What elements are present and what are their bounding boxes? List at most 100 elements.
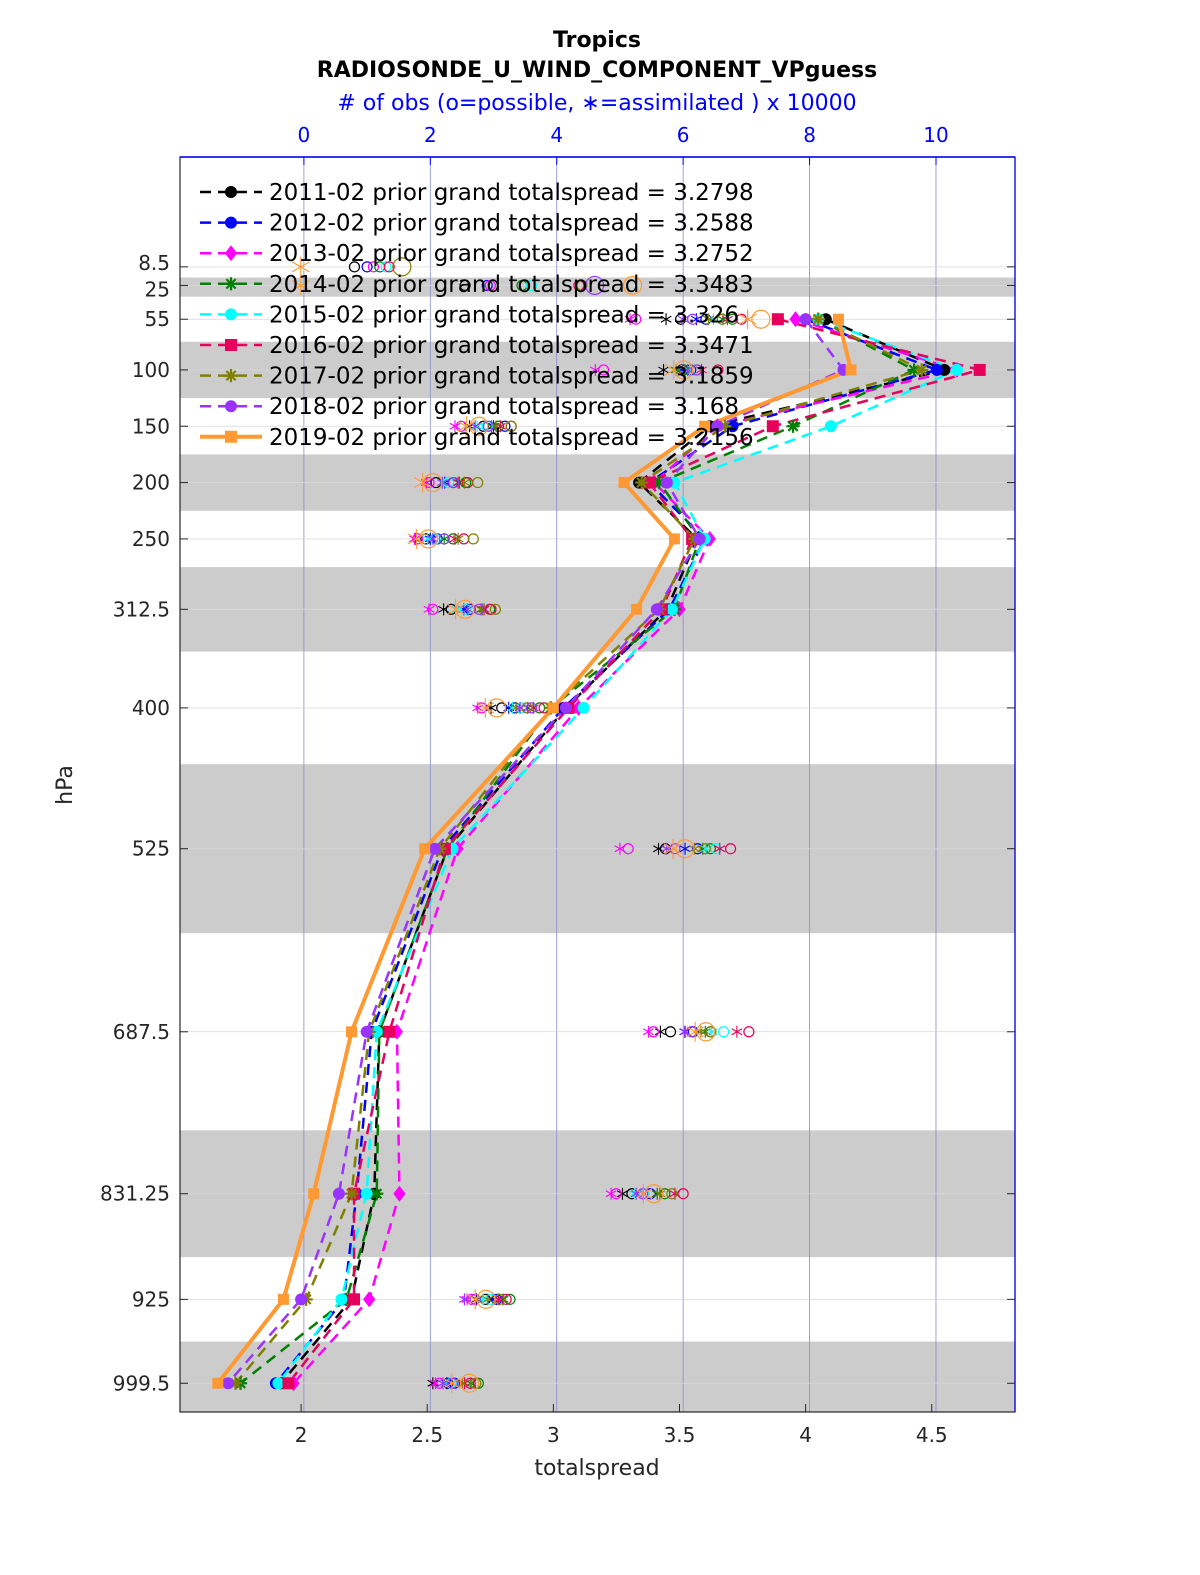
series-point-2019-02 — [845, 364, 857, 376]
series-point-2018-02 — [295, 1293, 308, 1306]
obs-assimilated-upper — [291, 275, 310, 296]
obs-possible-upper — [573, 279, 585, 292]
obs-possible-2017-02 — [716, 313, 728, 325]
obs-assimilated-2017-02 — [452, 532, 464, 545]
obs-possible-2017-02 — [467, 533, 479, 545]
obs-possible-2018-02 — [691, 364, 703, 376]
obs-possible-2017-02 — [472, 476, 484, 489]
obs-possible-2017-02 — [521, 702, 533, 714]
obs-assimilated-2019-02 — [457, 416, 476, 437]
obs-possible-2014-02 — [472, 1377, 484, 1389]
obs-assimilated-2013-02 — [449, 420, 461, 433]
series-point-2017-02 — [344, 1187, 359, 1201]
y-tick-label: 312.5 — [113, 597, 170, 621]
obs-assimilated-2011-02 — [654, 1025, 666, 1038]
obs-assimilated-2013-02 — [605, 1187, 617, 1200]
obs-assimilated-2011-02 — [653, 842, 664, 855]
series-point-2018-02 — [221, 1377, 234, 1390]
top-tick-label: 8 — [803, 123, 816, 147]
series-point-2019-02 — [699, 420, 711, 432]
series-point-2015-02 — [577, 701, 590, 714]
obs-assimilated-2018-02 — [469, 420, 481, 433]
legend-label-2017-02: 2017-02 prior grand totalspread = 3.1859 — [269, 364, 754, 390]
series-point-2018-02 — [799, 313, 812, 326]
y-tick-label: 925 — [132, 1287, 170, 1311]
y-tick-label: 8.5 — [138, 251, 170, 275]
series-point-2016-02 — [771, 313, 784, 326]
obs-assimilated-2019-02 — [738, 309, 757, 330]
obs-possible-2011-02 — [675, 313, 687, 325]
series-point-2015-02 — [360, 1187, 373, 1200]
series-point-2019-02 — [212, 1377, 224, 1389]
y-axis-ticks: 8.525 55 100 150 200 250 312.5 400 525 687.5 831.2… — [100, 251, 1015, 1395]
series-point-2015-02 — [824, 420, 837, 433]
series-point-2018-02 — [360, 1025, 373, 1038]
series-point-2013-02 — [363, 1291, 376, 1308]
legend-label-2018-02: 2018-02 prior grand totalspread = 3.168 — [269, 394, 739, 420]
obs-assimilated-2016-02 — [495, 420, 506, 433]
series-point-2015-02 — [272, 1377, 285, 1390]
series-line-2011-02 — [279, 318, 949, 1385]
series-point-2019-02 — [631, 603, 643, 615]
x-tick-label: 4 — [799, 1423, 812, 1447]
obs-possible-2019-02 — [487, 698, 507, 718]
legend: 2011-02 prior grand totalspread = 3.2798… — [200, 180, 754, 451]
obs-assimilated-2012-02 — [679, 842, 691, 855]
y-tick-label: 25 — [145, 277, 170, 301]
x-tick-label: 3 — [547, 1423, 560, 1447]
series-point-2015-02 — [950, 363, 963, 376]
obs-assimilated-2018-02 — [514, 701, 526, 714]
legend-marker-2014-02 — [224, 277, 238, 291]
obs-possible-upper — [481, 279, 493, 292]
series-point-2016-02 — [282, 1377, 295, 1390]
obs-assimilated-2013-02 — [589, 363, 601, 376]
series-point-2019-02 — [277, 1293, 289, 1305]
obs-assimilated-2017-02 — [457, 1377, 469, 1390]
legend-marker-2016-02 — [225, 339, 237, 351]
series-point-2019-02 — [832, 313, 844, 325]
obs-possible-2016-02 — [485, 603, 497, 615]
top-axis-ticks: 0 2 4 6 8 10 — [298, 123, 949, 165]
obs-assimilated-2011-02 — [438, 603, 450, 616]
series-point-2014-02 — [786, 419, 800, 433]
x-tick-label: 4.5 — [916, 1423, 948, 1447]
obs-assimilated-2018-02 — [682, 363, 694, 376]
obs-possible-2013-02 — [475, 702, 488, 714]
legend-marker-2019-02 — [225, 430, 237, 443]
top-tick-label: 4 — [550, 123, 563, 147]
obs-assimilated-2019-02 — [407, 528, 426, 549]
obs-assimilated-2019-02 — [413, 472, 432, 493]
series-point-2016-02 — [973, 363, 986, 376]
series-point-2019-02 — [668, 533, 680, 545]
series-line-2019-02 — [216, 318, 854, 1385]
y-tick-label: 400 — [132, 696, 170, 720]
obs-assimilated-2016-02 — [731, 1025, 743, 1038]
series-line-2018-02 — [226, 318, 846, 1385]
obs-assimilated-2014-02 — [651, 1187, 663, 1200]
series-point-2014-02 — [370, 1187, 384, 1201]
obs-assimilated-2019-02 — [664, 359, 683, 380]
obs-possible-upper — [585, 275, 605, 296]
obs-possible-2013-02 — [597, 364, 610, 376]
obs-possible-2013-02 — [427, 603, 439, 615]
obs-possible-2015-02 — [485, 1293, 497, 1305]
obs-assimilated-2019-02 — [476, 697, 495, 718]
obs-possible-2016-02 — [677, 1188, 689, 1200]
obs-possible-2018-02 — [446, 1377, 459, 1389]
obs-assimilated-2016-02 — [714, 842, 726, 855]
series-point-2016-02 — [348, 1293, 361, 1306]
legend-marker-2017-02 — [224, 369, 238, 383]
x-tick-label: 3.5 — [664, 1423, 696, 1447]
series-point-2018-02 — [660, 476, 673, 489]
obs-possible-upper — [380, 261, 392, 273]
obs-possible-2018-02 — [669, 843, 681, 855]
series-point-2018-02 — [711, 420, 724, 433]
obs-possible-2019-02 — [476, 1289, 496, 1309]
obs-assimilated-2017-02 — [679, 363, 691, 376]
obs-assimilated-2019-02 — [442, 1373, 461, 1394]
y-tick-label: 55 — [145, 307, 170, 331]
series-point-2018-02 — [650, 603, 663, 616]
observation-count-marks — [291, 256, 771, 1394]
y-tick-label: 525 — [132, 837, 170, 861]
obs-possible-2016-02 — [743, 1026, 755, 1038]
